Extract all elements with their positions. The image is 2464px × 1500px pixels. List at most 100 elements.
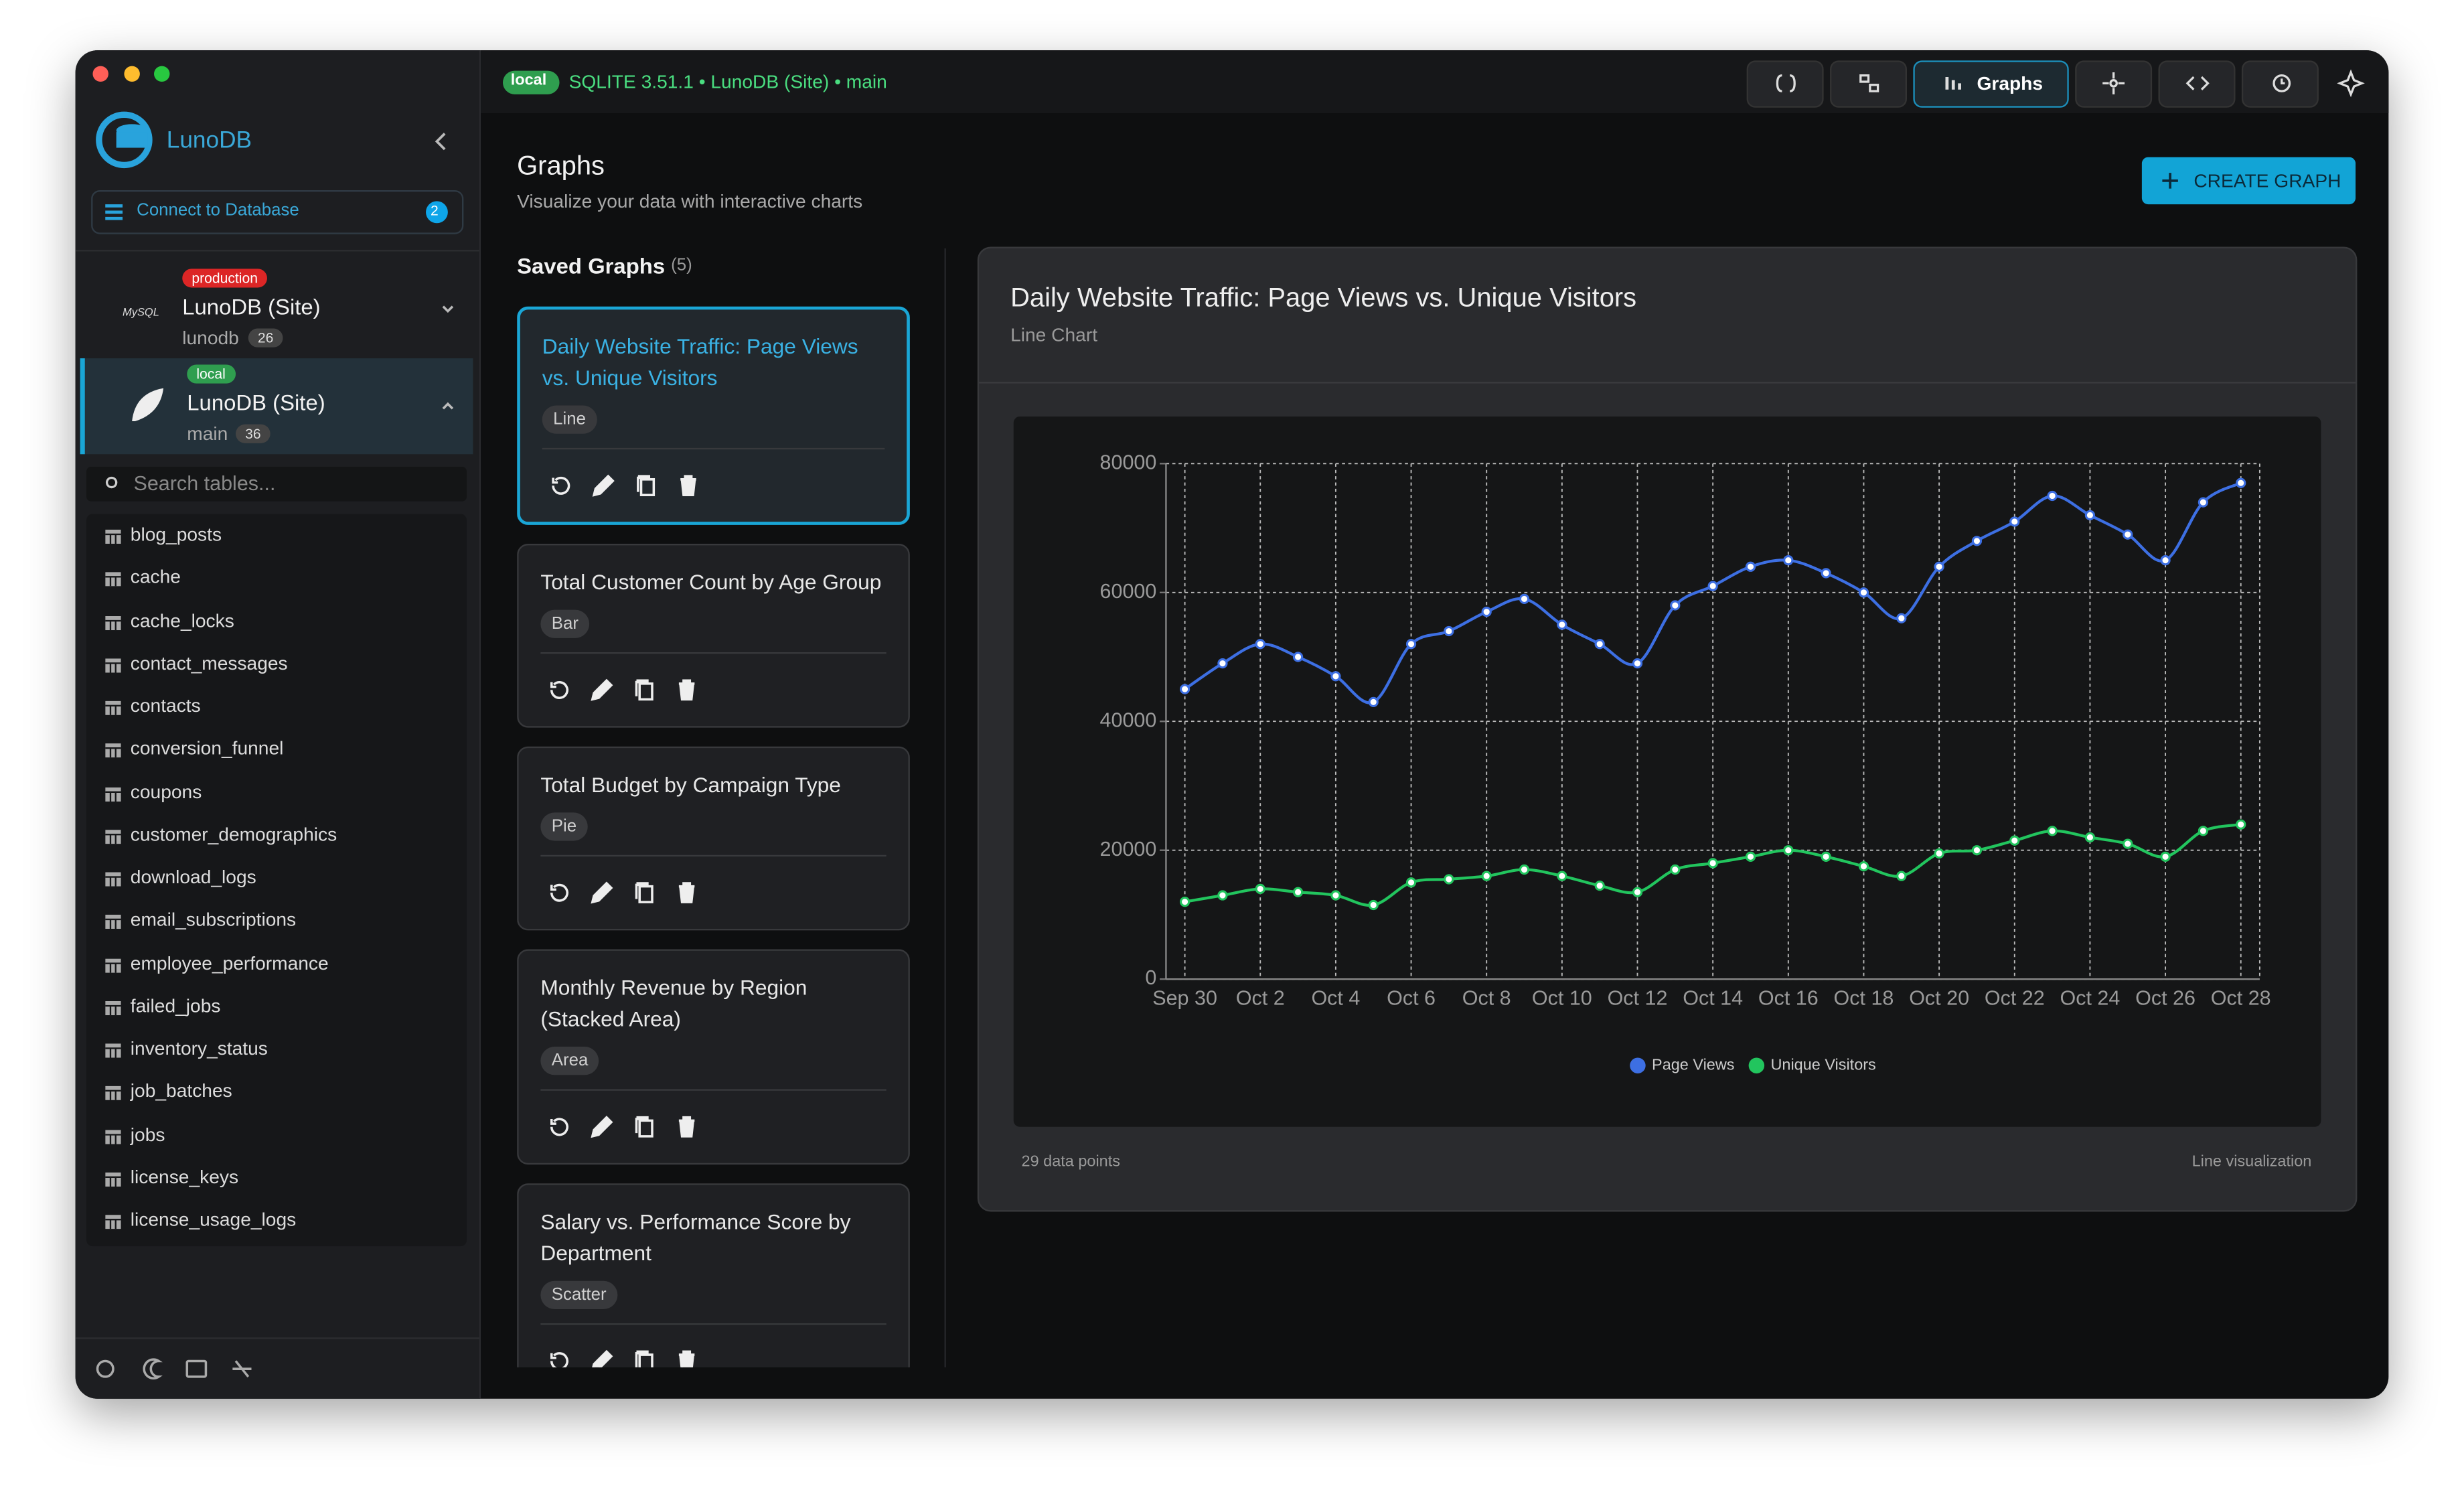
- point: [1330, 890, 1341, 901]
- table-icon: [105, 1129, 121, 1144]
- table-name[interactable]: license_keys: [130, 1165, 239, 1188]
- footer-icons[interactable]: [96, 1358, 252, 1379]
- tab-label[interactable]: Graphs: [1977, 72, 2044, 94]
- action-icon[interactable]: [631, 1114, 657, 1140]
- search-icon: [105, 476, 118, 489]
- expand-icon[interactable]: [442, 305, 454, 313]
- search-placeholder[interactable]: Search tables...: [133, 471, 276, 496]
- action-icon[interactable]: [589, 1349, 615, 1367]
- action-icon[interactable]: [547, 1349, 572, 1367]
- action-icon[interactable]: [589, 880, 615, 905]
- table-name[interactable]: blog_posts: [130, 523, 222, 546]
- icon-path: [635, 882, 653, 903]
- icon-shape: [105, 1043, 121, 1058]
- point: [1255, 639, 1265, 650]
- create-button-label[interactable]: CREATE GRAPH: [2193, 169, 2341, 192]
- connect-box[interactable]: [91, 190, 464, 234]
- action-icon[interactable]: [547, 1114, 572, 1140]
- graph-card[interactable]: Total Budget by Campaign Type Pie: [517, 746, 910, 931]
- table-name[interactable]: conversion_funnel: [130, 737, 284, 760]
- action-icon[interactable]: [631, 678, 657, 703]
- point: [2047, 826, 2058, 836]
- action-icon[interactable]: [674, 880, 700, 905]
- action-icon[interactable]: [591, 473, 616, 498]
- action-icon[interactable]: [633, 473, 659, 498]
- table-name[interactable]: jobs: [130, 1122, 165, 1145]
- action-icon[interactable]: [589, 1114, 615, 1140]
- collapse-icon[interactable]: [435, 133, 446, 151]
- table-icon: [105, 1043, 121, 1058]
- table-name[interactable]: contacts: [130, 694, 201, 717]
- action-icon[interactable]: [548, 473, 574, 498]
- graph-card[interactable]: Daily Website Traffic: Page Views vs. Un…: [517, 306, 910, 525]
- close-button[interactable]: [92, 66, 108, 82]
- table-name[interactable]: inventory_status: [130, 1037, 268, 1059]
- icon-shape: [105, 572, 121, 587]
- y-tick-label: 80000: [1100, 451, 1157, 473]
- table-name[interactable]: download_logs: [130, 866, 256, 889]
- point: [1745, 561, 1756, 572]
- action-icon[interactable]: [674, 678, 700, 703]
- point: [1405, 639, 1417, 650]
- x-tick-label: Oct 28: [2211, 987, 2271, 1010]
- action-icon[interactable]: [631, 1349, 657, 1367]
- table-name[interactable]: contact_messages: [130, 652, 288, 674]
- action-icon[interactable]: [674, 1114, 700, 1140]
- action-icon[interactable]: [547, 880, 572, 905]
- table-name[interactable]: employee_performance: [130, 952, 329, 974]
- table-name[interactable]: failed_jobs: [130, 994, 221, 1017]
- table-list-box: [86, 514, 467, 1247]
- graph-type: Scatter: [540, 1280, 618, 1310]
- minimize-button[interactable]: [124, 66, 140, 82]
- action-icon[interactable]: [676, 473, 701, 498]
- graph-card[interactable]: Total Customer Count by Age Group Bar: [517, 544, 910, 728]
- table-icon: [105, 786, 121, 801]
- point: [1821, 851, 1831, 862]
- point: [1557, 619, 1567, 630]
- table-name[interactable]: coupons: [130, 780, 202, 803]
- point: [1594, 880, 1605, 891]
- status-text: SQLITE 3.51.1 • LunoDB (Site) • main: [568, 70, 887, 93]
- table-name[interactable]: job_batches: [130, 1079, 232, 1102]
- footer-right: Line visualization: [2191, 1153, 2312, 1171]
- selection-bar: [80, 358, 85, 455]
- collapse-icon[interactable]: [442, 402, 454, 410]
- icon-path: [550, 681, 568, 699]
- table-icon: [105, 615, 121, 629]
- point: [1971, 536, 1983, 546]
- search-box[interactable]: [86, 467, 467, 502]
- graph-card[interactable]: Monthly Revenue by Region (Stacked Area)…: [517, 949, 910, 1165]
- table-name[interactable]: license_usage_logs: [130, 1208, 297, 1231]
- legend-item[interactable]: Unique Visitors: [1748, 1055, 1876, 1073]
- y-tick-label: 20000: [1100, 838, 1157, 860]
- action-icon[interactable]: [589, 678, 615, 703]
- count-badge: [426, 201, 448, 224]
- action-icon[interactable]: [674, 1349, 700, 1367]
- point: [1858, 587, 1869, 598]
- graph-card[interactable]: Salary vs. Performance Score by Departme…: [517, 1183, 910, 1367]
- connection-name[interactable]: LunoDB (Site): [187, 390, 325, 415]
- db-count: 26: [248, 328, 283, 348]
- table-name[interactable]: cache_locks: [130, 609, 234, 631]
- engine-label: MySQL: [123, 308, 159, 319]
- point: [1670, 600, 1681, 611]
- connection-name[interactable]: LunoDB (Site): [182, 293, 321, 319]
- point: [1368, 696, 1379, 708]
- zoom-button[interactable]: [154, 66, 170, 82]
- action-icon[interactable]: [631, 880, 657, 905]
- toolbar[interactable]: [1746, 60, 2365, 108]
- connect-label[interactable]: Connect to Database: [137, 201, 299, 220]
- icon-path: [552, 476, 570, 495]
- action-icon[interactable]: [547, 678, 572, 703]
- create-button[interactable]: [2141, 157, 2356, 205]
- icon-path: [635, 679, 653, 701]
- table-name[interactable]: email_subscriptions: [130, 909, 297, 931]
- legend-item[interactable]: Page Views: [1630, 1055, 1735, 1073]
- icon-path: [592, 474, 615, 497]
- table-name[interactable]: customer_demographics: [130, 823, 337, 846]
- table-name[interactable]: cache: [130, 566, 181, 589]
- card-separator: [540, 1323, 887, 1325]
- table-icon: [105, 1215, 121, 1229]
